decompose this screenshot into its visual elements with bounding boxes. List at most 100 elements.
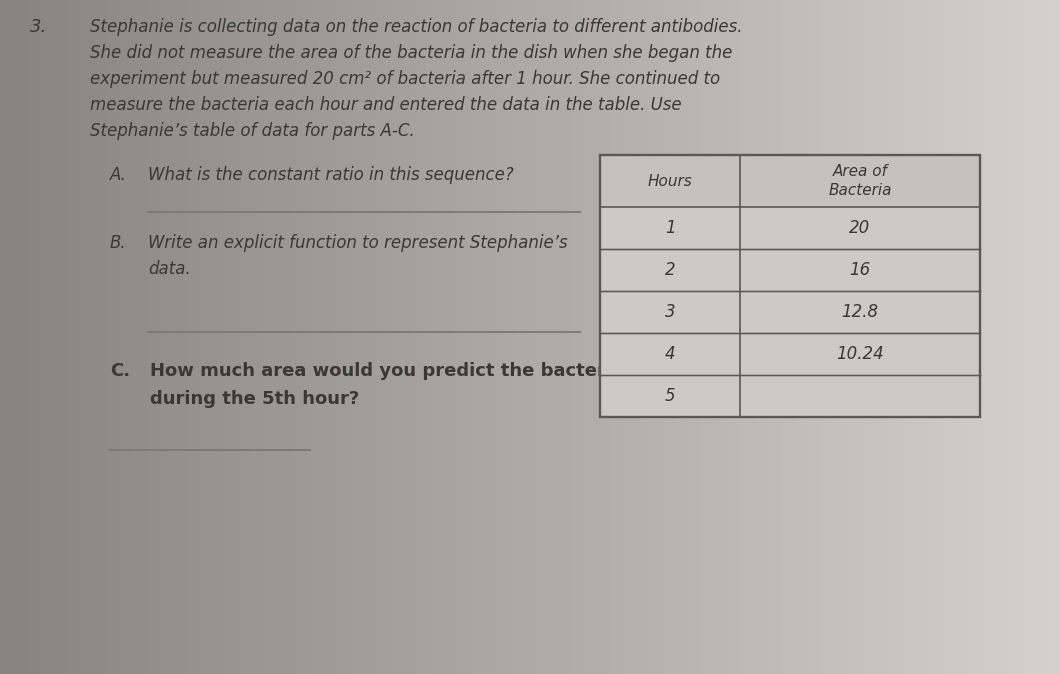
Bar xyxy=(331,0,345,674)
Bar xyxy=(1020,0,1034,674)
Bar xyxy=(600,155,980,417)
Bar xyxy=(132,0,146,674)
Bar xyxy=(490,0,504,674)
Text: Write an explicit function to represent Stephanie’s: Write an explicit function to represent … xyxy=(148,234,567,252)
Bar xyxy=(93,0,106,674)
Text: Stephanie’s table of data for parts A-C.: Stephanie’s table of data for parts A-C. xyxy=(90,122,414,140)
Bar xyxy=(450,0,464,674)
Bar xyxy=(504,0,517,674)
Bar xyxy=(292,0,305,674)
Bar xyxy=(318,0,331,674)
Bar xyxy=(716,0,729,674)
Bar xyxy=(954,0,967,674)
Bar xyxy=(1047,0,1060,674)
Text: Area of
Bacteria: Area of Bacteria xyxy=(828,164,891,198)
Bar xyxy=(1034,0,1047,674)
Bar xyxy=(80,0,93,674)
Bar xyxy=(371,0,384,674)
Bar xyxy=(66,0,80,674)
Bar xyxy=(649,0,662,674)
Bar xyxy=(26,0,40,674)
Bar xyxy=(994,0,1007,674)
Text: measure the bacteria each hour and entered the data in the table. Use: measure the bacteria each hour and enter… xyxy=(90,96,682,114)
Text: 3: 3 xyxy=(665,303,675,321)
Bar xyxy=(967,0,980,674)
Bar xyxy=(702,0,716,674)
Bar xyxy=(941,0,954,674)
Bar xyxy=(0,0,13,674)
Bar xyxy=(808,0,822,674)
Bar xyxy=(583,0,596,674)
Bar xyxy=(874,0,888,674)
Bar xyxy=(437,0,450,674)
Bar xyxy=(636,0,649,674)
Bar xyxy=(1007,0,1020,674)
Bar xyxy=(742,0,755,674)
Bar xyxy=(398,0,411,674)
Bar xyxy=(517,0,530,674)
Text: She did not measure the area of the bacteria in the dish when she began the: She did not measure the area of the bact… xyxy=(90,44,732,62)
Bar xyxy=(186,0,199,674)
Bar xyxy=(795,0,808,674)
Bar xyxy=(530,0,543,674)
Text: during the 5th hour?: during the 5th hour? xyxy=(151,390,359,408)
Text: 12.8: 12.8 xyxy=(842,303,879,321)
Bar xyxy=(676,0,689,674)
Bar xyxy=(252,0,265,674)
Bar xyxy=(570,0,583,674)
Text: C.: C. xyxy=(110,362,130,380)
Bar xyxy=(888,0,901,674)
Bar xyxy=(600,155,980,207)
Bar xyxy=(689,0,702,674)
Text: Stephanie is collecting data on the reaction of bacteria to different antibodies: Stephanie is collecting data on the reac… xyxy=(90,18,742,36)
Bar xyxy=(662,0,676,674)
Bar xyxy=(477,0,490,674)
Text: Hours: Hours xyxy=(648,173,692,189)
Text: A.: A. xyxy=(110,166,127,184)
Bar xyxy=(543,0,556,674)
Bar xyxy=(822,0,835,674)
Bar xyxy=(729,0,742,674)
Text: B.: B. xyxy=(110,234,126,252)
Bar xyxy=(172,0,185,674)
Bar xyxy=(212,0,225,674)
Bar xyxy=(623,0,636,674)
Bar xyxy=(159,0,172,674)
Bar xyxy=(835,0,848,674)
Bar xyxy=(928,0,941,674)
Text: 16: 16 xyxy=(849,261,870,279)
Text: How much area would you predict the bacteria to have when measured: How much area would you predict the bact… xyxy=(151,362,873,380)
Bar xyxy=(782,0,795,674)
Text: What is the constant ratio in this sequence?: What is the constant ratio in this seque… xyxy=(148,166,514,184)
Bar xyxy=(13,0,26,674)
Bar xyxy=(384,0,398,674)
Bar xyxy=(914,0,928,674)
Bar xyxy=(265,0,278,674)
Bar xyxy=(53,0,66,674)
Bar xyxy=(861,0,874,674)
Bar xyxy=(596,0,609,674)
Bar xyxy=(225,0,238,674)
Text: 20: 20 xyxy=(849,219,870,237)
Bar xyxy=(600,155,980,417)
Bar xyxy=(358,0,371,674)
Bar xyxy=(106,0,119,674)
Text: 1: 1 xyxy=(665,219,675,237)
Bar xyxy=(464,0,477,674)
Bar xyxy=(901,0,914,674)
Bar xyxy=(411,0,424,674)
Bar xyxy=(146,0,159,674)
Bar xyxy=(768,0,782,674)
Bar xyxy=(610,0,623,674)
Text: data.: data. xyxy=(148,260,191,278)
Bar xyxy=(755,0,768,674)
Text: 5: 5 xyxy=(665,387,675,405)
Text: 2: 2 xyxy=(665,261,675,279)
Bar xyxy=(278,0,292,674)
Bar xyxy=(199,0,212,674)
Bar xyxy=(556,0,570,674)
Bar xyxy=(40,0,53,674)
Text: 4: 4 xyxy=(665,345,675,363)
Bar xyxy=(344,0,358,674)
Bar xyxy=(305,0,318,674)
